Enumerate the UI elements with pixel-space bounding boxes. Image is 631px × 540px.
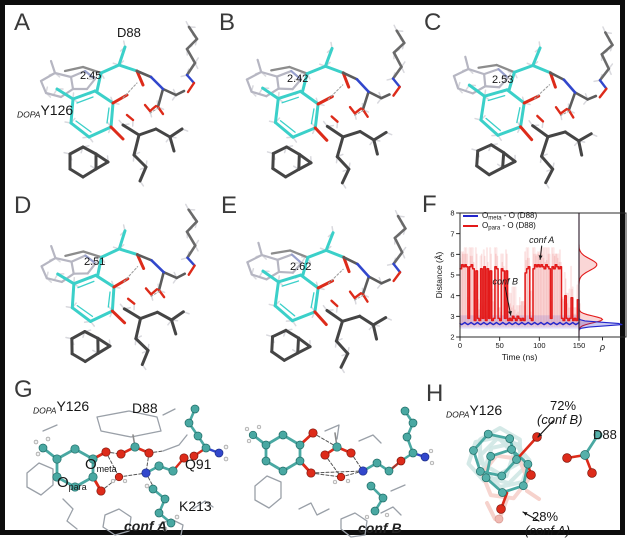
svg-text:3: 3 [450, 312, 454, 321]
panel-h-pct-a: 28% [532, 509, 559, 524]
panel-a-d88-label: D88 [117, 25, 141, 40]
panel-d-distance: 2.51 [84, 256, 106, 268]
legend-entry-meta: Ometa - O (D88) [463, 211, 537, 221]
molecule-panel-e [246, 209, 407, 374]
panel-c-distance: 2.53 [492, 74, 514, 86]
svg-text:conf B: conf B [492, 276, 518, 286]
panel-g-q91-label: Q91 [185, 456, 212, 472]
panel-e-distance: 2.62 [290, 261, 312, 273]
panel-g-k213-label: K213 [179, 498, 212, 514]
svg-text:0: 0 [458, 341, 462, 350]
svg-text:Distance (Å): Distance (Å) [434, 251, 444, 298]
panel-h-pct-a-conf: (conf A) [525, 523, 571, 538]
molecule-conf-b [244, 406, 435, 538]
molecule-panel-c [452, 26, 614, 189]
panel-g-conf-b-label: conf B [358, 520, 402, 536]
distance-time-chart: 2 3 4 5 6 7 8 0 50 100 150 ρ Time (ns) Distance (Å) co… [434, 209, 627, 362]
legend-entry-para: Opara - O (D88) [463, 221, 537, 231]
molecule-panel-b [245, 24, 406, 189]
svg-text:5: 5 [450, 271, 454, 280]
panel-d-letter: D [14, 192, 32, 219]
panel-b-distance: 2.42 [287, 73, 309, 85]
panel-h-pct-b-conf: (conf B) [537, 412, 583, 427]
molecule-panel-a [39, 20, 200, 187]
svg-text:4: 4 [450, 291, 454, 300]
svg-text:conf A: conf A [529, 235, 554, 245]
svg-text:7: 7 [450, 229, 454, 238]
panel-a-distance: 2.45 [80, 70, 102, 82]
panel-h-d88-label: D88 [593, 427, 617, 442]
panel-h-pct-b: 72% [550, 398, 577, 413]
panel-g-opara-label: Opara [57, 474, 87, 492]
svg-text:50: 50 [495, 341, 503, 350]
panel-g-ometa-label: Ometa [85, 456, 117, 474]
molecule-overlay [466, 420, 603, 524]
panel-g-conf-a-label: conf A [124, 518, 168, 534]
panel-a-residue-label: DOPAY126 [17, 102, 74, 120]
molecule-panel-d [40, 203, 200, 371]
panel-c-letter: C [424, 9, 442, 36]
svg-text:2: 2 [450, 333, 454, 342]
panel-e-letter: E [221, 192, 238, 219]
svg-text:150: 150 [573, 341, 586, 350]
panel-h-residue-label: DOPAY126 [446, 402, 503, 420]
panel-h-letter: H [426, 380, 444, 407]
molecule-conf-a [26, 404, 229, 536]
panel-g-residue-label: DOPAY126 [33, 398, 90, 416]
svg-text:8: 8 [450, 209, 454, 218]
legend-line-red [463, 225, 478, 227]
panel-a-letter: A [14, 9, 31, 36]
chart-legend: Ometa - O (D88) Opara - O (D88) [463, 211, 537, 231]
svg-text:ρ: ρ [599, 342, 605, 352]
svg-text:100: 100 [533, 341, 546, 350]
legend-label-meta: Ometa - O (D88) [482, 210, 538, 222]
dopa-prefix: DOPA [17, 109, 41, 120]
legend-label-para: Opara - O (D88) [482, 220, 536, 232]
svg-text:6: 6 [450, 250, 454, 259]
svg-text:Time (ns): Time (ns) [502, 352, 538, 362]
panel-g-letter: G [14, 376, 33, 403]
panel-b-letter: B [219, 9, 236, 36]
panel-g-d88-label: D88 [132, 400, 158, 416]
panel-f-letter: F [422, 191, 437, 218]
legend-line-blue [463, 215, 478, 217]
